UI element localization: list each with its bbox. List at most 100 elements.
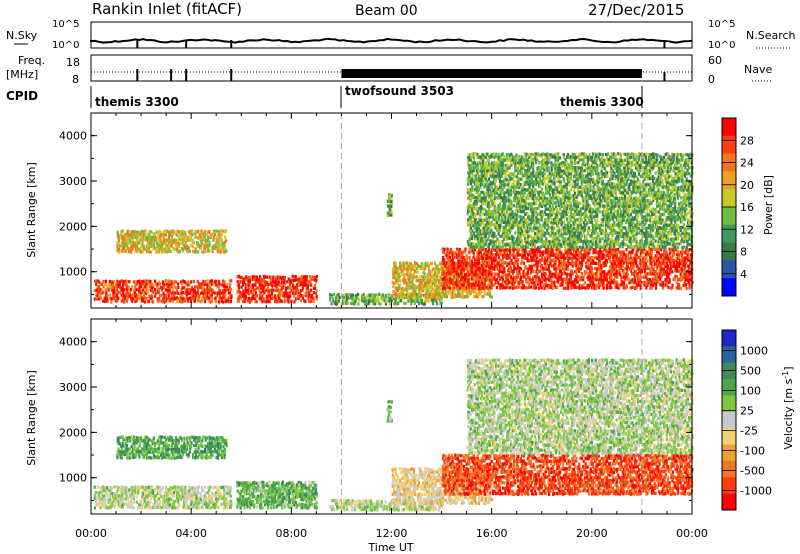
heatmap-cell (206, 286, 209, 290)
heatmap-cell (477, 169, 480, 173)
heatmap-cell (670, 256, 673, 261)
heatmap-cell (519, 261, 523, 265)
heatmap-cell (415, 262, 418, 266)
heatmap-cell (530, 212, 534, 216)
heatmap-cell (468, 243, 471, 247)
heatmap-cell (482, 265, 485, 269)
heatmap-cell (494, 174, 497, 178)
heatmap-cell (487, 224, 490, 228)
heatmap-cell (486, 229, 489, 233)
heatmap-cell (451, 253, 454, 258)
heatmap-cell (530, 207, 534, 211)
heatmap-cell (510, 281, 513, 285)
heatmap-cell (309, 278, 312, 282)
heatmap-cell (472, 269, 475, 274)
heatmap-cell (476, 234, 480, 238)
heatmap-cell (614, 251, 617, 255)
heatmap-cell (397, 273, 400, 277)
heatmap-cell (432, 273, 435, 277)
heatmap-cell (169, 230, 172, 234)
heatmap-cell (372, 299, 375, 303)
heatmap-cell (596, 256, 599, 261)
heatmap-cell (130, 230, 133, 234)
heatmap-cell (518, 266, 521, 270)
heatmap-cell (556, 247, 559, 251)
heatmap-cell (483, 172, 486, 176)
heatmap-cell (486, 193, 489, 197)
heatmap-cell (223, 240, 226, 244)
heatmap-cell (482, 270, 485, 274)
heatmap-cell (501, 158, 504, 162)
heatmap-cell (397, 286, 400, 290)
heatmap-cell (137, 247, 140, 251)
heatmap-cell (486, 277, 489, 282)
heatmap-cell (497, 193, 500, 197)
heatmap-cell (468, 172, 471, 176)
heatmap-cell (575, 256, 578, 260)
heatmap-cell (515, 168, 518, 172)
heatmap-cell (530, 182, 533, 186)
heatmap-cell (665, 256, 668, 260)
heatmap-cell (440, 289, 443, 294)
heatmap-cell (574, 261, 577, 265)
heatmap-cell (528, 217, 531, 221)
heatmap-cell (678, 264, 681, 268)
heatmap-cell (207, 235, 210, 239)
heatmap-cell (167, 235, 170, 239)
heatmap-cell (551, 250, 554, 254)
heatmap-cell (157, 287, 160, 292)
heatmap-cell (469, 242, 472, 246)
heatmap-cell (491, 190, 494, 194)
heatmap-cell (671, 286, 674, 290)
heatmap-cell (177, 285, 180, 290)
heatmap-cell (407, 295, 410, 299)
heatmap-cell (613, 269, 616, 273)
heatmap-cell (206, 249, 209, 253)
heatmap-cell (472, 169, 475, 173)
heatmap-cell (473, 272, 476, 276)
heatmap-cell (496, 237, 499, 241)
heatmap-cell (431, 302, 435, 306)
heatmap-cell (208, 241, 211, 245)
heatmap-cell (180, 291, 183, 295)
heatmap-cell (523, 218, 527, 222)
heatmap-cell (512, 248, 515, 252)
heatmap-cell (287, 296, 290, 300)
heatmap-cell (188, 249, 191, 253)
heatmap-cell (425, 261, 428, 265)
heatmap-cell (477, 222, 480, 227)
heatmap-cell (479, 235, 482, 239)
heatmap-cell (443, 250, 446, 254)
heatmap-cell (405, 265, 408, 269)
heatmap-cell (523, 256, 527, 260)
heatmap-cell (250, 289, 253, 293)
heatmap-cell (685, 256, 688, 260)
heatmap-cell (506, 188, 509, 192)
heatmap-cell (609, 250, 612, 254)
heatmap-cell (577, 275, 580, 279)
heatmap-cell (461, 289, 464, 293)
heatmap-cell (595, 272, 598, 276)
heatmap-cell (496, 224, 499, 228)
heatmap-cell (575, 267, 578, 271)
heatmap-cell (472, 207, 475, 211)
heatmap-cell (590, 286, 594, 290)
heatmap-cell (483, 223, 486, 227)
heatmap-cell (187, 250, 190, 254)
heatmap-cell (403, 293, 406, 297)
heatmap-cell (400, 264, 403, 268)
heatmap-cell (310, 283, 313, 287)
heatmap-cell (180, 247, 183, 251)
heatmap-cell (392, 295, 396, 299)
heatmap-cell (107, 282, 111, 287)
heatmap-cell (450, 271, 453, 276)
heatmap-cell (480, 264, 484, 268)
heatmap-cell (441, 290, 444, 294)
heatmap-cell (497, 157, 500, 161)
heatmap-cell (198, 235, 201, 239)
heatmap-cell (109, 285, 112, 289)
heatmap-cell (461, 295, 464, 299)
heatmap-cell (607, 281, 610, 285)
heatmap-cell (486, 190, 489, 194)
heatmap-cell (475, 171, 478, 175)
